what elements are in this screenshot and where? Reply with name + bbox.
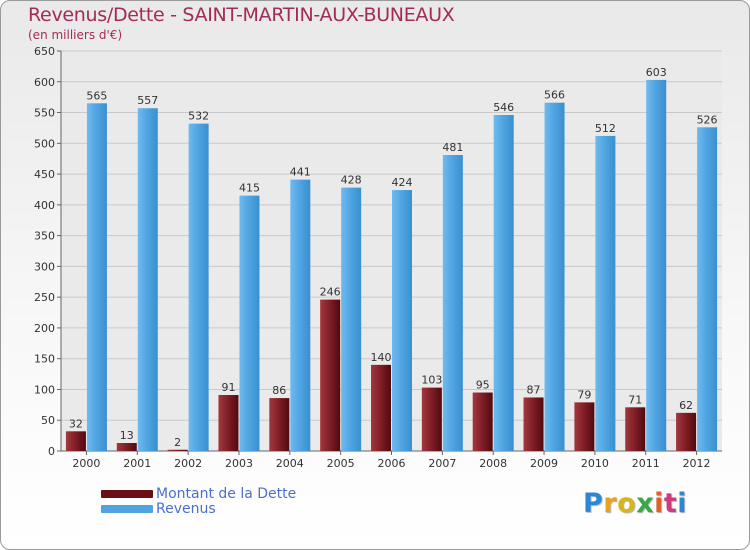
legend-swatch-revenue <box>101 505 153 513</box>
data-label-revenue: 415 <box>239 182 260 195</box>
bar-debt <box>269 398 290 451</box>
data-label-revenue: 481 <box>442 141 463 154</box>
y-tick-label: 200 <box>34 322 55 335</box>
bar-revenue <box>646 79 667 451</box>
bar-revenue <box>493 115 514 451</box>
bar-revenue <box>442 155 463 451</box>
bar-debt <box>218 395 239 451</box>
x-tick-label: 2009 <box>530 457 558 470</box>
data-label-revenue: 526 <box>697 113 718 126</box>
x-tick-label: 2004 <box>276 457 304 470</box>
proxiti-logo: Proxiti <box>583 488 688 519</box>
bar-revenue <box>239 195 260 451</box>
data-label-revenue: 566 <box>544 89 565 102</box>
bar-debt <box>421 387 442 451</box>
x-tick-label: 2000 <box>72 457 100 470</box>
bar-revenue <box>595 135 616 451</box>
bar-debt <box>116 443 137 451</box>
bar-debt <box>167 449 188 451</box>
y-tick-label: 100 <box>34 383 55 396</box>
data-label-debt: 32 <box>69 417 83 430</box>
data-label-debt: 95 <box>476 379 490 392</box>
x-tick-label: 2006 <box>378 457 406 470</box>
x-tick-label: 2002 <box>174 457 202 470</box>
data-label-debt: 103 <box>421 374 442 387</box>
y-tick-label: 500 <box>34 137 55 150</box>
bar-debt <box>65 431 86 451</box>
data-label-debt: 71 <box>628 393 642 406</box>
chart-title: Revenus/Dette - SAINT-MARTIN-AUX-BUNEAUX <box>28 4 455 26</box>
data-label-debt: 62 <box>679 399 693 412</box>
x-tick-label: 2001 <box>123 457 151 470</box>
data-label-revenue: 603 <box>646 66 667 79</box>
bar-debt <box>625 407 646 451</box>
bar-revenue <box>290 179 311 451</box>
data-label-revenue: 565 <box>86 89 107 102</box>
data-label-revenue: 557 <box>137 94 158 107</box>
data-label-revenue: 546 <box>493 101 514 114</box>
bar-revenue <box>86 103 107 452</box>
data-label-debt: 86 <box>272 384 286 397</box>
y-tick-label: 50 <box>41 414 55 427</box>
x-tick-label: 2003 <box>225 457 253 470</box>
plot-area <box>61 51 722 451</box>
bar-debt <box>676 412 697 451</box>
y-tick-label: 650 <box>34 45 55 58</box>
y-tick-label: 350 <box>34 230 55 243</box>
chart-subtitle: (en milliers d'€) <box>28 28 123 42</box>
bar-revenue <box>341 187 362 451</box>
x-tick-label: 2010 <box>581 457 609 470</box>
data-label-revenue: 441 <box>290 166 311 179</box>
x-tick-label: 2008 <box>479 457 507 470</box>
y-tick-label: 150 <box>34 353 55 366</box>
y-tick-label: 600 <box>34 76 55 89</box>
data-label-debt: 140 <box>371 351 392 364</box>
x-tick-label: 2005 <box>327 457 355 470</box>
y-tick-label: 300 <box>34 260 55 273</box>
x-tick-label: 2012 <box>683 457 711 470</box>
y-tick-label: 400 <box>34 199 55 212</box>
data-label-revenue: 532 <box>188 110 209 123</box>
data-label-debt: 87 <box>527 383 541 396</box>
data-label-debt: 91 <box>221 381 235 394</box>
bar-debt <box>472 392 493 451</box>
data-label-revenue: 428 <box>341 174 362 187</box>
y-tick-label: 450 <box>34 168 55 181</box>
data-label-revenue: 512 <box>595 122 616 135</box>
data-label-debt: 2 <box>174 436 181 449</box>
bar-revenue <box>137 108 158 451</box>
y-tick-label: 250 <box>34 291 55 304</box>
bar-revenue <box>697 127 718 452</box>
data-label-debt: 13 <box>120 429 134 442</box>
data-label-debt: 246 <box>320 286 341 299</box>
bar-revenue <box>188 123 209 451</box>
bar-debt <box>371 364 391 451</box>
legend-label-debt: Montant de la Dette <box>156 486 297 502</box>
bar-debt <box>320 299 341 451</box>
bar-debt <box>523 397 544 451</box>
data-label-debt: 79 <box>577 388 591 401</box>
bar-debt <box>574 402 595 451</box>
legend-swatch-debt <box>101 490 153 498</box>
x-tick-label: 2007 <box>428 457 456 470</box>
legend-label-revenue: Revenus <box>156 501 216 517</box>
bar-revenue <box>544 102 565 451</box>
x-tick-label: 2011 <box>632 457 660 470</box>
data-label-revenue: 424 <box>392 176 413 189</box>
bar-revenue <box>392 190 412 452</box>
y-tick-label: 0 <box>48 445 55 458</box>
y-tick-label: 550 <box>34 107 55 120</box>
